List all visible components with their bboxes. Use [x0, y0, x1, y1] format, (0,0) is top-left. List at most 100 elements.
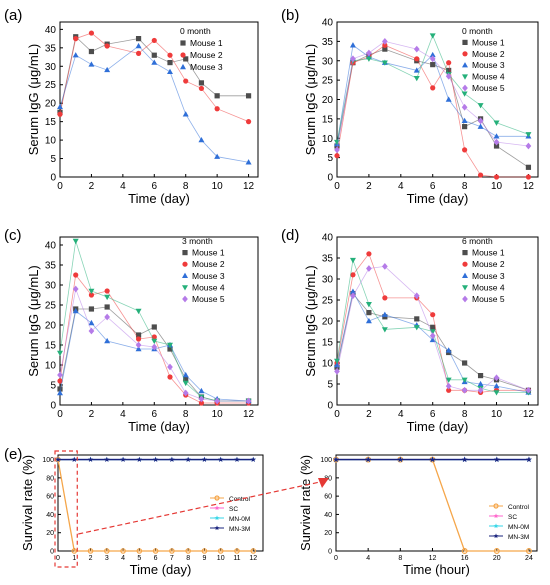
series-mouse-4 — [334, 33, 532, 146]
x-tick-label: 0 — [57, 181, 63, 192]
x-tick-label: 4 — [398, 409, 404, 420]
plot-frame — [59, 21, 259, 178]
legend-marker — [462, 250, 468, 256]
y-tick-label: 20 — [322, 95, 334, 106]
data-point — [462, 360, 468, 366]
data-point — [349, 42, 356, 48]
series-mouse-2 — [57, 30, 252, 125]
panel-label: (e) — [4, 446, 22, 463]
data-point — [366, 310, 372, 316]
data-point — [429, 329, 436, 335]
data-point — [120, 548, 126, 554]
data-point — [201, 456, 208, 462]
data-point — [169, 548, 175, 554]
data-point — [493, 138, 500, 146]
x-tick-label: 10 — [212, 181, 224, 192]
data-point — [198, 85, 205, 92]
y-tick-label: 0 — [328, 548, 332, 555]
data-point — [350, 292, 356, 300]
zoom-arrow-line — [78, 481, 321, 535]
data-point — [245, 397, 252, 405]
legend-marker — [493, 523, 499, 529]
legend-marker — [214, 515, 220, 521]
data-point — [445, 382, 452, 390]
x-tick-label: 2 — [366, 409, 372, 420]
x-tick-label: 8 — [183, 409, 189, 420]
data-point — [135, 308, 142, 315]
plot-frame — [59, 236, 259, 406]
data-point — [152, 456, 159, 462]
x-tick-label: 4 — [398, 181, 404, 192]
y-axis-label: Serum IgG (μg/mL) — [26, 44, 41, 156]
data-point — [446, 387, 452, 393]
panel-d: 0 2 4 6 8 10 12 0 5 10 15 20 25 30 35 40 Time (day) Serum… — [281, 227, 539, 434]
y-tick-label: 10 — [45, 136, 57, 147]
y-tick-label: 0 — [50, 173, 56, 184]
y-axis-label: Survival rate (%) — [298, 455, 313, 551]
data-point — [57, 103, 63, 110]
x-tick-label: 12 — [523, 409, 535, 420]
x-axis-label: Time (day) — [128, 191, 190, 206]
data-point — [461, 377, 468, 383]
legend-marker — [462, 285, 468, 291]
data-point — [167, 52, 173, 58]
series-line — [336, 458, 529, 552]
x-tick-label: 2 — [366, 181, 372, 192]
legend-marker — [182, 285, 188, 291]
legend-marker — [462, 74, 468, 80]
data-point — [151, 59, 158, 65]
data-point — [525, 164, 532, 170]
data-point — [461, 386, 468, 394]
x-tick-label: 4 — [366, 555, 370, 562]
data-point — [135, 336, 142, 342]
data-point — [151, 324, 157, 330]
data-point — [350, 55, 356, 63]
y-tick-label: 5 — [327, 380, 333, 391]
data-point — [57, 111, 63, 117]
x-tick-label: 6 — [154, 555, 158, 562]
data-point — [87, 548, 94, 554]
series-mouse-5 — [57, 285, 252, 405]
series-mouse-3 — [334, 288, 532, 395]
data-point — [88, 288, 95, 295]
data-point — [185, 456, 191, 462]
y-tick-label: 20 — [46, 530, 54, 537]
series-mouse-5 — [334, 263, 532, 394]
data-point — [493, 456, 500, 463]
panel-b: 0 2 4 6 8 10 12 0 5 10 15 20 25 30 35 40 Time (day) Serum… — [281, 7, 539, 206]
data-point — [169, 456, 175, 462]
data-point — [135, 42, 142, 49]
legend-label: Mouse 1 — [472, 248, 505, 258]
panel-a: 0 2 4 6 8 10 12 0 5 10 15 20 25 30 35 40 Time (day) Serum… — [4, 7, 259, 206]
x-tick-label: 10 — [491, 181, 503, 192]
legend-label: Mouse 3 — [472, 271, 505, 281]
legend-label: SC — [508, 514, 517, 521]
data-point — [461, 103, 468, 111]
y-tick-label: 60 — [46, 494, 54, 501]
legend-label: Mouse 5 — [192, 294, 225, 304]
data-point — [461, 547, 468, 554]
data-point — [493, 120, 500, 126]
y-tick-label: 25 — [45, 301, 57, 312]
data-point — [525, 132, 532, 138]
data-point — [185, 548, 191, 554]
data-point — [57, 371, 63, 379]
data-point — [381, 263, 388, 270]
y-tick-label: 10 — [322, 134, 334, 145]
data-point — [413, 45, 420, 53]
data-point — [73, 36, 79, 42]
legend-marker — [493, 503, 499, 509]
legend-label: Mouse 2 — [192, 259, 225, 269]
data-point — [445, 96, 452, 102]
data-point — [72, 285, 79, 293]
legend-label: Mouse 4 — [192, 282, 225, 292]
data-point — [365, 56, 372, 62]
y-tick-label: 20 — [322, 317, 334, 328]
data-point — [201, 548, 208, 554]
y-tick-label: 25 — [45, 80, 57, 91]
legend-label: MN-0M — [229, 516, 250, 523]
data-point — [151, 37, 157, 44]
x-axis-label: Time (day) — [407, 191, 469, 206]
data-point — [88, 327, 95, 335]
